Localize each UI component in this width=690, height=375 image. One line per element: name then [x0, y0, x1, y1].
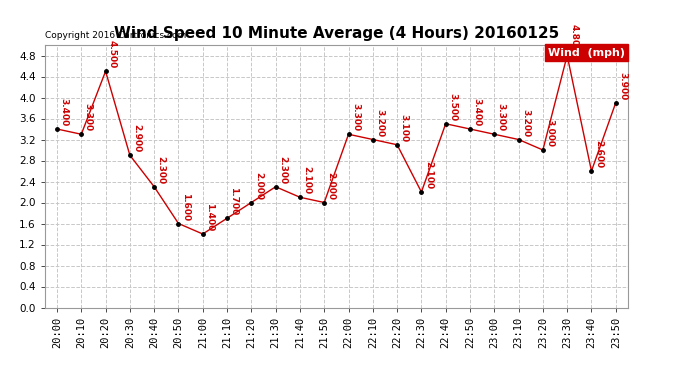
Text: 1.400: 1.400 — [205, 203, 214, 231]
Text: 3.400: 3.400 — [473, 98, 482, 126]
Text: 3.300: 3.300 — [497, 104, 506, 132]
Text: 3.900: 3.900 — [618, 72, 627, 100]
Text: 3.200: 3.200 — [375, 109, 384, 137]
Text: 2.100: 2.100 — [424, 161, 433, 189]
Text: 3.100: 3.100 — [400, 114, 408, 142]
Text: 3.000: 3.000 — [545, 119, 554, 147]
Text: 2.300: 2.300 — [157, 156, 166, 184]
Text: 3.300: 3.300 — [83, 104, 92, 132]
Text: 2.000: 2.000 — [254, 172, 263, 200]
Title: Wind Speed 10 Minute Average (4 Hours) 20160125: Wind Speed 10 Minute Average (4 Hours) 2… — [114, 26, 559, 41]
Text: 2.600: 2.600 — [594, 140, 603, 168]
Text: 3.200: 3.200 — [521, 109, 530, 137]
Text: Wind  (mph): Wind (mph) — [548, 48, 625, 58]
Text: 1.700: 1.700 — [230, 187, 239, 216]
Text: 2.000: 2.000 — [326, 172, 335, 200]
Text: 2.100: 2.100 — [302, 166, 311, 195]
Text: 2.900: 2.900 — [132, 124, 141, 153]
Text: 4.800: 4.800 — [570, 24, 579, 53]
Text: 1.600: 1.600 — [181, 193, 190, 221]
Text: 3.300: 3.300 — [351, 104, 360, 132]
Text: 2.300: 2.300 — [278, 156, 287, 184]
Text: Copyright 2016 Cartronics.com: Copyright 2016 Cartronics.com — [45, 31, 186, 40]
Text: 4.500: 4.500 — [108, 40, 117, 69]
Text: 3.400: 3.400 — [59, 98, 68, 126]
Text: 3.500: 3.500 — [448, 93, 457, 121]
